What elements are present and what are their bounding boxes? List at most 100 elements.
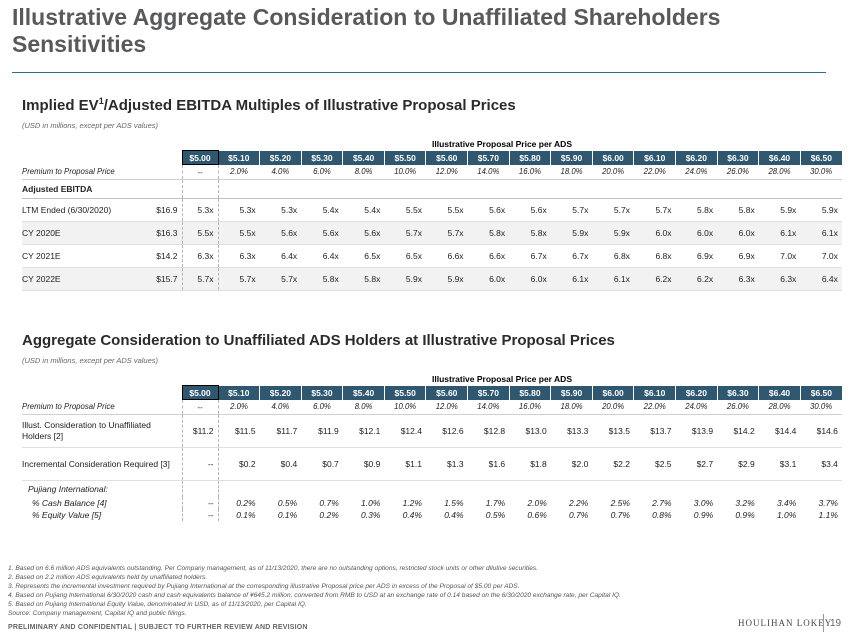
subheader-row: Adjusted EBITDA bbox=[22, 179, 842, 199]
consideration-cell: $11.5 bbox=[218, 414, 260, 448]
footnote: 1. Based on 6.6 million ADS equivalents … bbox=[8, 565, 539, 572]
pujiang-header-row: Pujiang International: bbox=[22, 480, 842, 498]
price-header-cell: $5.20 bbox=[259, 150, 302, 165]
multiple-cell: 6.3x bbox=[758, 267, 801, 291]
multiple-cell: 6.1x bbox=[592, 267, 634, 291]
premium-cell: 24.0% bbox=[675, 164, 718, 180]
multiple-cell: 7.0x bbox=[800, 244, 842, 268]
ebitda-value: $14.2 bbox=[142, 244, 182, 268]
footnote: Source: Company management, Capital IQ a… bbox=[8, 610, 187, 617]
price-header-cell: $6.30 bbox=[716, 385, 759, 400]
price-header-cell: $6.40 bbox=[758, 385, 801, 400]
price-header-cell: $5.00 bbox=[181, 150, 219, 165]
empty-cell bbox=[633, 179, 676, 199]
empty-cell bbox=[676, 481, 718, 498]
consideration-cell: $12.4 bbox=[384, 414, 426, 448]
multiple-cell: 6.2x bbox=[675, 267, 718, 291]
premium-cell: 14.0% bbox=[467, 164, 510, 180]
premium-cell: 10.0% bbox=[384, 164, 426, 180]
multiple-cell: 5.9x bbox=[550, 221, 593, 245]
percent-cell: 2.5% bbox=[610, 498, 630, 508]
premium-cell: 8.0% bbox=[342, 399, 385, 415]
price-header-cell: $6.50 bbox=[799, 385, 842, 400]
multiple-cell: 5.8x bbox=[717, 198, 759, 222]
empty-cell bbox=[384, 481, 426, 498]
empty-cell bbox=[800, 481, 842, 498]
premium-row: Premium to Proposal Price -- 2.0% 4.0% 6.0% 8… bbox=[22, 399, 842, 415]
empty-cell bbox=[342, 179, 385, 199]
percent-cell: 0.2% bbox=[319, 510, 339, 520]
premium-cell: 12.0% bbox=[425, 164, 468, 180]
consideration-table: $5.00 $5.10 $5.20 $5.30 $5.40 $5.50 $5.60 $5.70… bbox=[22, 385, 842, 521]
premium-cell: 24.0% bbox=[675, 399, 718, 415]
premium-cell: 14.0% bbox=[467, 399, 510, 415]
multiple-cell: 5.7x bbox=[384, 221, 426, 245]
row-label: CY 2020E bbox=[22, 221, 142, 245]
multiple-cell: 6.5x bbox=[342, 244, 385, 268]
multiple-cell: 6.6x bbox=[467, 244, 510, 268]
percent-cell: 0.9% bbox=[693, 510, 714, 520]
row-label: Incremental Consideration Required [3] bbox=[22, 447, 182, 481]
page-title: Illustrative Aggregate Consideration to … bbox=[12, 4, 721, 57]
percent-cell: 0.1% bbox=[236, 510, 256, 520]
percent-cell: 0.7% bbox=[610, 510, 630, 520]
price-header-row: $5.00 $5.10 $5.20 $5.30 $5.40 $5.50 $5.60 $5.70… bbox=[22, 385, 842, 400]
price-header-cell: $5.70 bbox=[467, 150, 510, 165]
multiple-cell: 6.1x bbox=[550, 267, 593, 291]
price-header-cell: $5.60 bbox=[425, 385, 468, 400]
premium-cell: 16.0% bbox=[509, 164, 551, 180]
price-header-cell: $6.00 bbox=[591, 385, 634, 400]
empty-cell bbox=[22, 151, 142, 165]
multiple-cell: 6.6x bbox=[425, 244, 468, 268]
price-header-cell: $5.10 bbox=[217, 385, 260, 400]
empty-cell bbox=[181, 179, 219, 199]
empty-cell bbox=[259, 179, 302, 199]
multiple-cell: 5.9x bbox=[592, 221, 634, 245]
page-number: 19 bbox=[830, 618, 842, 629]
multiple-cell: 5.7x bbox=[633, 198, 676, 222]
consideration-cell: $3.1 bbox=[758, 447, 801, 481]
percent-cell: 3.7% bbox=[818, 498, 838, 508]
premium-cell: 18.0% bbox=[550, 164, 593, 180]
multiple-cell: 5.5x bbox=[384, 198, 426, 222]
empty-cell bbox=[592, 179, 634, 199]
multiple-cell: 6.8x bbox=[633, 244, 676, 268]
ebitda-value: $15.7 bbox=[142, 267, 182, 291]
premium-cell: 6.0% bbox=[301, 399, 343, 415]
empty-cell bbox=[22, 386, 142, 400]
multiple-cell: 5.4x bbox=[301, 198, 343, 222]
empty-cell bbox=[301, 179, 343, 199]
consideration-cell: $1.3 bbox=[425, 447, 468, 481]
empty-cell bbox=[142, 399, 182, 415]
empty-cell bbox=[634, 481, 676, 498]
ebitda-value: $16.9 bbox=[142, 198, 182, 222]
multiple-cell: 6.3x bbox=[717, 267, 759, 291]
empty-cell bbox=[468, 481, 510, 498]
empty-cell bbox=[142, 386, 182, 400]
price-header-cell: $5.70 bbox=[467, 385, 510, 400]
percent-cell: 1.0% bbox=[776, 510, 797, 520]
multiple-cell: 6.0x bbox=[467, 267, 510, 291]
multiple-cell: 5.8x bbox=[675, 198, 718, 222]
premium-cell: 6.0% bbox=[301, 164, 343, 180]
premium-cell: -- bbox=[181, 399, 219, 415]
price-header-cell: $5.80 bbox=[508, 150, 551, 165]
price-header-cell: $6.10 bbox=[633, 150, 676, 165]
multiple-cell: 5.9x bbox=[800, 198, 842, 222]
footnote: 4. Based on Pujiang International 6/30/2… bbox=[8, 592, 621, 599]
percent-cell: 0.4% bbox=[402, 510, 422, 520]
premium-cell: 28.0% bbox=[758, 399, 801, 415]
multiple-cell: 6.4x bbox=[301, 244, 343, 268]
percent-cell: 0.3% bbox=[361, 510, 381, 520]
multiple-cell: 6.9x bbox=[675, 244, 718, 268]
price-header-cell: $5.40 bbox=[342, 385, 385, 400]
multiple-cell: 6.0x bbox=[717, 221, 759, 245]
empty-cell bbox=[675, 179, 718, 199]
multiple-cell: 6.7x bbox=[509, 244, 551, 268]
price-header-cell: $5.30 bbox=[300, 150, 343, 165]
consideration-cell: $14.2 bbox=[717, 414, 759, 448]
empty-cell bbox=[717, 481, 759, 498]
percent-cell: 0.4% bbox=[444, 510, 464, 520]
consideration-cell: $12.8 bbox=[467, 414, 510, 448]
premium-cell: -- bbox=[181, 164, 219, 180]
